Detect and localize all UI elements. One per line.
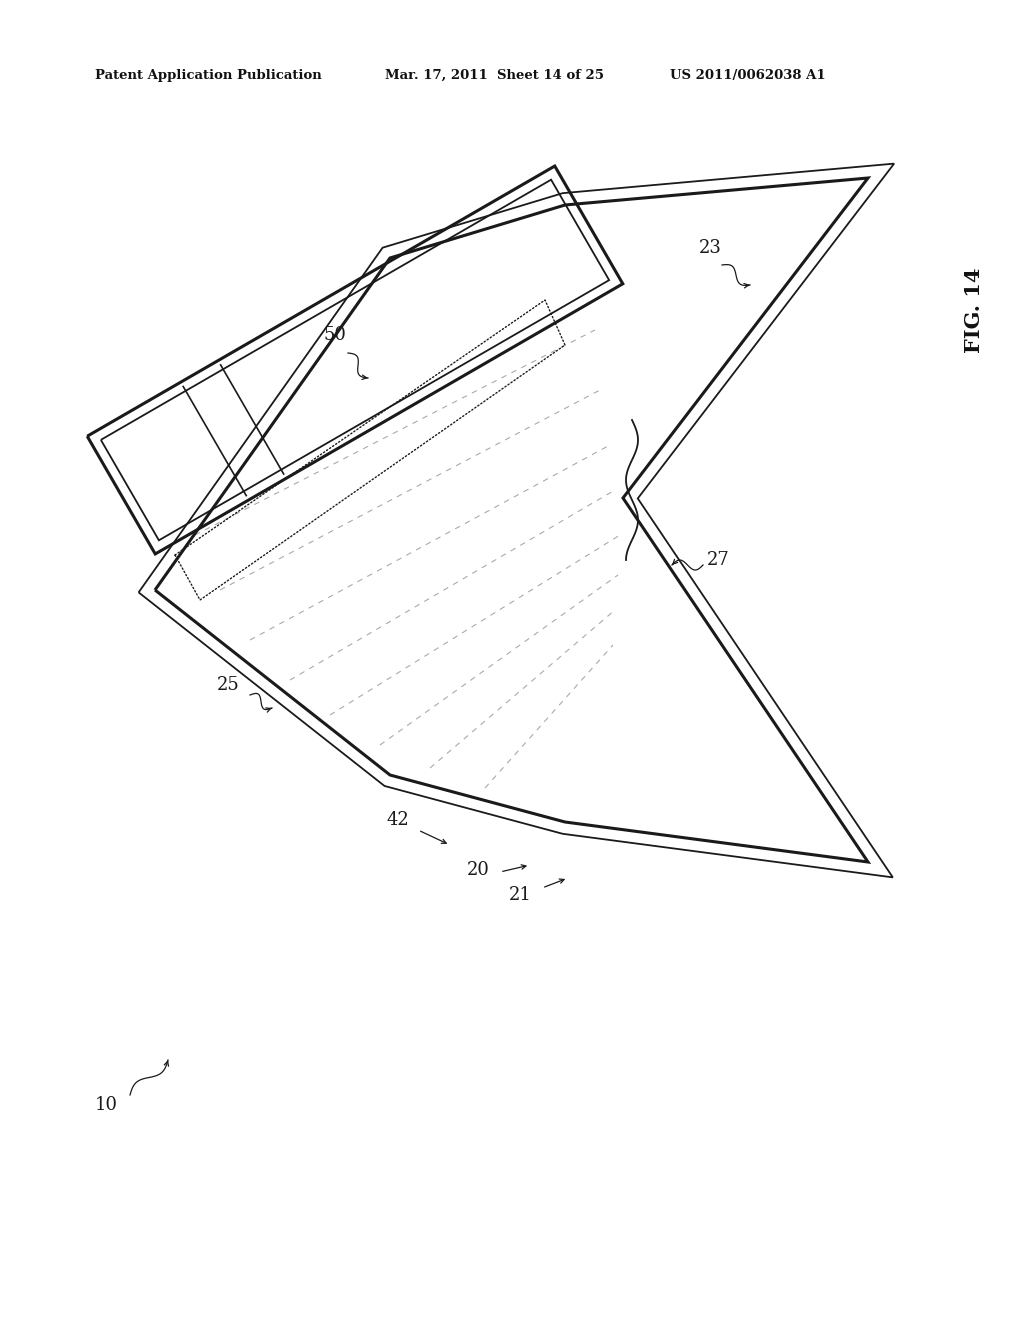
- Text: 42: 42: [387, 810, 410, 829]
- Text: 50: 50: [324, 326, 346, 345]
- Text: 27: 27: [707, 550, 729, 569]
- Text: 10: 10: [95, 1096, 118, 1114]
- Text: Mar. 17, 2011  Sheet 14 of 25: Mar. 17, 2011 Sheet 14 of 25: [385, 69, 604, 82]
- Text: Patent Application Publication: Patent Application Publication: [95, 69, 322, 82]
- Text: FIG. 14: FIG. 14: [964, 267, 984, 352]
- Text: 25: 25: [217, 676, 240, 694]
- Text: 21: 21: [509, 886, 531, 904]
- Text: US 2011/0062038 A1: US 2011/0062038 A1: [670, 69, 825, 82]
- Text: 23: 23: [698, 239, 722, 257]
- Text: 20: 20: [467, 861, 489, 879]
